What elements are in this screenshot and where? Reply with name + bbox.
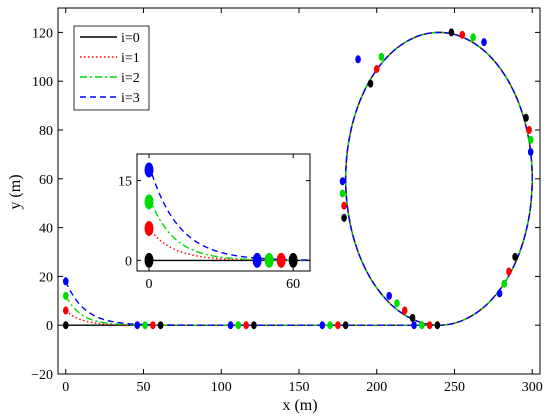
marker-i=3 (319, 321, 326, 330)
marker-i=2 (470, 33, 476, 42)
marker-i=3 (355, 55, 361, 64)
marker-i=1 (243, 321, 249, 330)
inset-y-tick-label: 0 (125, 254, 132, 269)
inset-markers (144, 162, 298, 268)
x-axis-label: x (m) (282, 397, 317, 414)
marker-i=2 (327, 321, 333, 330)
marker-i=1 (506, 267, 512, 276)
marker-i=2 (235, 321, 242, 330)
y-tick-label: 120 (32, 26, 53, 41)
inset-marker-i=3 (144, 162, 154, 178)
marker-i=0 (62, 321, 69, 330)
marker-i=1 (341, 201, 347, 210)
marker-i=3 (411, 321, 417, 330)
inset-marker-i=2 (264, 252, 274, 268)
inset-marker-i=0 (144, 252, 154, 268)
inset-marker-i=3 (252, 252, 262, 268)
inset-marker-i=1 (144, 220, 154, 236)
marker-i=2 (142, 321, 148, 330)
legend: i=0 i=1 i=2 i=3 (73, 25, 150, 111)
inset-marker-i=1 (276, 252, 286, 268)
marker-i=0 (409, 313, 416, 322)
marker-i=2 (394, 299, 400, 308)
marker-i=2 (419, 321, 425, 330)
y-tick-label: 20 (39, 270, 53, 285)
legend-label-i=1: i=1 (121, 51, 140, 66)
marker-i=0 (157, 321, 164, 330)
marker-i=1 (526, 126, 532, 134)
marker-i=3 (339, 177, 346, 186)
x-tick-label: 200 (366, 380, 387, 395)
marker-i=1 (150, 321, 156, 330)
inset-x-tick-label: 0 (146, 277, 153, 292)
inset-frame (136, 153, 311, 272)
inset-y-tick-label: 15 (118, 175, 132, 190)
legend-label-i=0: i=0 (121, 31, 140, 46)
marker-i=2 (378, 52, 385, 61)
x-tick-label: 0 (62, 380, 69, 395)
marker-i=0 (512, 252, 518, 261)
marker-i=1 (459, 30, 466, 39)
marker-i=0 (523, 113, 529, 122)
marker-i=3 (227, 321, 234, 330)
inset-axis-ticks: 0 60 0 15 (118, 154, 310, 292)
x-tick-label: 150 (289, 380, 310, 395)
x-tick-label: 300 (522, 380, 543, 395)
y-tick-label: 60 (39, 173, 53, 188)
x-tick-label: 50 (137, 380, 151, 395)
marker-i=2 (339, 189, 346, 198)
marker-i=0 (448, 28, 455, 37)
marker-i=3 (386, 291, 392, 300)
marker-i=0 (341, 213, 347, 222)
marker-i=2 (527, 135, 534, 144)
x-tick-label: 250 (444, 380, 465, 395)
marker-i=1 (335, 321, 341, 330)
y-tick-label: 80 (39, 124, 53, 139)
marker-i=3 (481, 38, 487, 47)
y-tick-label: 40 (39, 222, 53, 237)
x-tick-label: 100 (211, 380, 232, 395)
marker-i=0 (434, 321, 441, 330)
marker-i=2 (62, 291, 69, 300)
marker-i=3 (496, 289, 503, 298)
y-tick-label: 0 (46, 319, 53, 334)
inset-marker-i=2 (144, 194, 154, 210)
legend-label-i=2: i=2 (121, 71, 140, 86)
marker-i=1 (373, 65, 380, 73)
marker-i=3 (62, 277, 69, 286)
legend-box (73, 25, 150, 111)
y-tick-label: 100 (32, 75, 53, 90)
marker-i=1 (401, 306, 408, 315)
inset-series-line-i=2 (148, 196, 310, 261)
marker-i=3 (134, 321, 141, 330)
marker-i=1 (62, 306, 69, 315)
marker-i=0 (367, 79, 374, 88)
legend-label-i=3: i=3 (121, 91, 140, 106)
marker-i=0 (342, 321, 349, 330)
marker-i=3 (527, 147, 534, 156)
y-tick-label: −20 (31, 368, 53, 383)
inset-x-tick-label: 60 (286, 277, 300, 292)
main-markers (62, 28, 534, 330)
inset-chart: 0 60 0 15 (118, 153, 311, 292)
marker-i=2 (501, 279, 508, 288)
inset-marker-i=0 (288, 252, 298, 268)
marker-i=0 (251, 321, 257, 330)
marker-i=1 (426, 321, 433, 330)
y-axis-label: y (m) (7, 174, 24, 209)
